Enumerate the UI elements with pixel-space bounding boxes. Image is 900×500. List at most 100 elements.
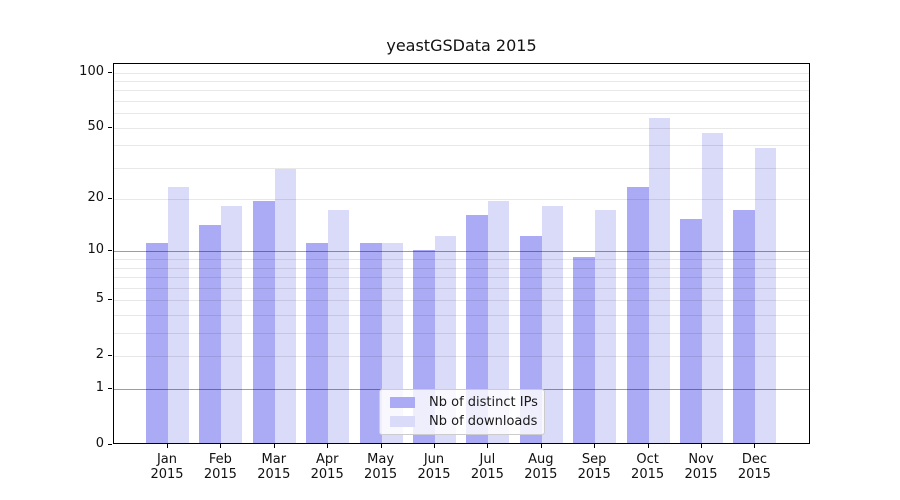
legend-label-distinct-ips: Nb of distinct IPs (429, 395, 538, 411)
gridline-30 (114, 167, 809, 169)
x-tick-label-sep: Sep 2015 (562, 452, 626, 482)
x-label-month-may: May (367, 452, 395, 467)
x-tick-label-jun: Jun 2015 (402, 452, 466, 482)
gridline-2 (114, 356, 809, 358)
bar-downloads-sep (595, 209, 617, 443)
bar-distinct-ips-mar (252, 201, 275, 443)
gridline-50 (114, 127, 809, 129)
y-tick-label-2: 2 (95, 347, 104, 363)
x-label-year-dec: 2015 (737, 467, 771, 482)
x-label-year-feb: 2015 (203, 467, 237, 482)
y-tick-1 (108, 387, 112, 389)
bar-downloads-apr (328, 209, 350, 443)
gridline-9 (114, 259, 809, 260)
legend-item-downloads: Nb of downloads (384, 414, 540, 429)
y-tick-2 (108, 355, 112, 357)
x-label-month-mar: Mar (261, 452, 287, 467)
x-tick-label-oct: Oct 2015 (616, 452, 680, 482)
gridline-3 (114, 332, 809, 334)
x-label-year-sep: 2015 (577, 467, 611, 482)
x-label-year-may: 2015 (364, 467, 398, 482)
bar-distinct-ips-nov (680, 219, 702, 443)
y-tick-50 (108, 126, 112, 128)
x-tick-sep (594, 444, 596, 448)
bar-distinct-ips-jan (146, 242, 168, 443)
x-tick-may (380, 444, 382, 448)
y-tick-label-5: 5 (95, 291, 104, 307)
x-tick-aug (540, 444, 542, 448)
x-label-year-jul: 2015 (470, 467, 504, 482)
x-label-year-mar: 2015 (257, 467, 291, 482)
x-tick-nov (701, 444, 702, 448)
bar-distinct-ips-feb (199, 224, 222, 443)
bar-downloads-aug (541, 205, 563, 443)
bar-distinct-ips-may (359, 242, 382, 443)
x-tick-mar (273, 444, 275, 448)
x-label-month-jan: Jan (156, 452, 178, 467)
gridline-4 (114, 314, 809, 316)
y-tick-0 (108, 443, 112, 445)
y-tick-5 (108, 299, 112, 301)
x-label-month-feb: Feb (208, 452, 232, 467)
chart-title: yeastGSData 2015 (386, 36, 537, 55)
x-tick-label-dec: Dec 2015 (722, 452, 786, 482)
bar-downloads-jan (168, 186, 189, 443)
gridline-8 (114, 267, 809, 269)
x-label-month-nov: Nov (688, 452, 714, 467)
x-tick-apr (327, 444, 329, 448)
x-tick-label-nov: Nov 2015 (669, 452, 733, 482)
legend-swatch-distinct-ips (390, 397, 415, 409)
x-label-month-dec: Dec (741, 452, 767, 467)
gridline-90 (114, 80, 809, 82)
gridline-5 (114, 300, 809, 302)
x-label-year-jan: 2015 (150, 467, 184, 482)
y-tick-label-20: 20 (87, 190, 104, 206)
y-tick-label-0: 0 (95, 435, 104, 451)
x-label-year-jun: 2015 (417, 467, 451, 482)
legend: Nb of distinct IPs Nb of downloads (379, 389, 545, 435)
gridline-6 (114, 287, 809, 289)
x-label-month-jun: Jun (423, 452, 445, 467)
y-tick-20 (108, 198, 112, 200)
x-tick-label-mar: Mar 2015 (242, 452, 306, 482)
gridline-100 (114, 72, 809, 74)
y-tick-100 (108, 71, 112, 73)
x-tick-jul (487, 444, 489, 448)
y-tick-label-100: 100 (79, 63, 104, 79)
legend-label-downloads: Nb of downloads (429, 413, 538, 429)
x-label-month-sep: Sep (581, 452, 607, 467)
x-label-month-oct: Oct (636, 452, 659, 467)
x-tick-jun (434, 444, 435, 448)
bar-downloads-nov (702, 132, 723, 443)
bar-distinct-ips-sep (573, 257, 596, 443)
x-label-month-apr: Apr (315, 452, 339, 467)
x-label-year-nov: 2015 (684, 467, 718, 482)
gridline-7 (114, 277, 809, 278)
x-tick-oct (647, 444, 649, 448)
bar-distinct-ips-jul (466, 214, 489, 443)
x-tick-label-jan: Jan 2015 (135, 452, 199, 482)
legend-item-distinct-ips: Nb of distinct IPs (384, 395, 540, 410)
gridline-70 (114, 100, 809, 102)
x-label-year-oct: 2015 (631, 467, 665, 482)
bar-distinct-ips-dec (733, 209, 756, 443)
x-tick-feb (220, 444, 222, 448)
bar-distinct-ips-oct (626, 186, 649, 443)
x-label-month-jul: Jul (479, 452, 496, 467)
gridline-80 (114, 90, 809, 92)
x-label-year-apr: 2015 (310, 467, 344, 482)
y-tick-label-1: 1 (95, 379, 104, 395)
x-tick-label-apr: Apr 2015 (295, 452, 359, 482)
x-tick-dec (754, 444, 756, 448)
gridline-10 (114, 251, 809, 253)
bar-downloads-oct (648, 118, 670, 443)
bar-downloads-jul (488, 201, 510, 443)
x-tick-label-aug: Aug 2015 (509, 452, 573, 482)
x-tick-label-jul: Jul 2015 (455, 452, 519, 482)
plot-area (113, 63, 810, 444)
x-tick-label-may: May 2015 (349, 452, 413, 482)
bar-downloads-dec (755, 147, 777, 443)
gridline-60 (114, 113, 809, 115)
x-tick-label-feb: Feb 2015 (188, 452, 252, 482)
